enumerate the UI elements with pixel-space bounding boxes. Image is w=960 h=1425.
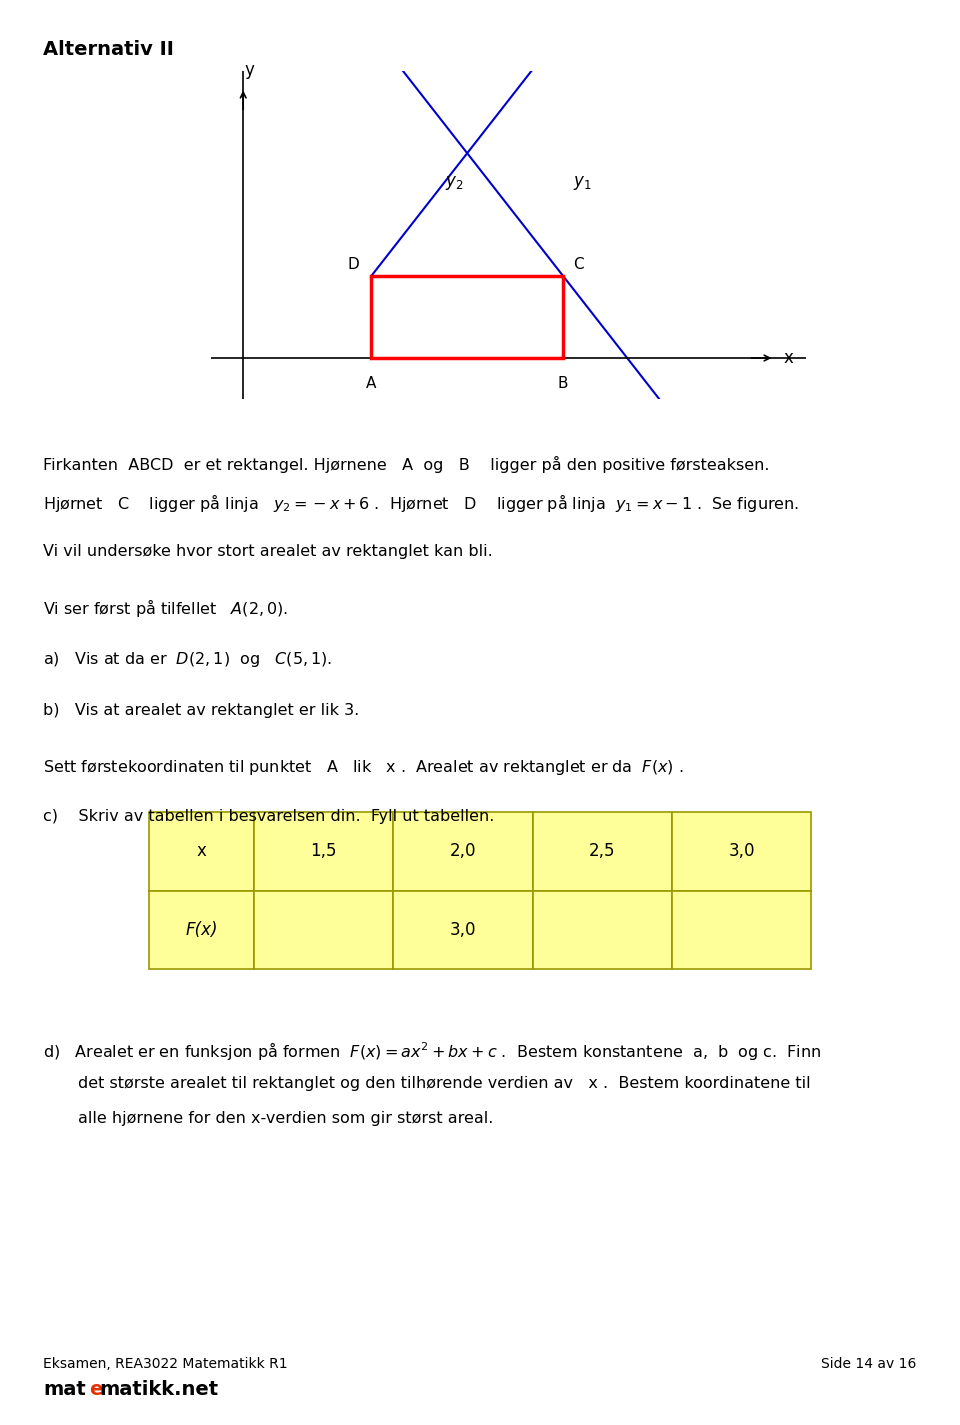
Text: Firkanten  ABCD  er et rektangel. Hjørnene   A  og   B    ligger på den positive: Firkanten ABCD er et rektangel. Hjørnene…: [43, 456, 770, 473]
Text: 3,0: 3,0: [729, 842, 755, 861]
Text: Sett førstekoordinaten til punktet   A   lik   x .  Arealet av rektanglet er da : Sett førstekoordinaten til punktet A lik…: [43, 758, 684, 777]
Text: $y_1$: $y_1$: [573, 174, 591, 192]
Bar: [394, 812, 533, 891]
Text: a)   Vis at da er  $D\left(2,1\right)$  og   $C\left(5,1\right)$.: a) Vis at da er $D\left(2,1\right)$ og $…: [43, 650, 332, 668]
Bar: [372, 276, 564, 358]
Text: matikk.net: matikk.net: [99, 1381, 218, 1399]
Text: 1,5: 1,5: [310, 842, 337, 861]
Bar: [149, 812, 254, 891]
Text: 3,0: 3,0: [450, 921, 476, 939]
Text: Eksamen, REA3022 Matematikk R1: Eksamen, REA3022 Matematikk R1: [43, 1357, 288, 1371]
Text: c)    Skriv av tabellen i besvarelsen din.  Fyll ut tabellen.: c) Skriv av tabellen i besvarelsen din. …: [43, 809, 494, 825]
Text: $y_2$: $y_2$: [445, 174, 464, 192]
Text: b)   Vis at arealet av rektanglet er lik 3.: b) Vis at arealet av rektanglet er lik 3…: [43, 703, 359, 718]
Bar: [254, 812, 394, 891]
Bar: [672, 891, 811, 969]
Text: alle hjørnene for den x-verdien som gir størst areal.: alle hjørnene for den x-verdien som gir …: [78, 1112, 493, 1127]
Text: e: e: [89, 1381, 103, 1399]
Text: A: A: [366, 376, 376, 390]
Text: Alternativ II: Alternativ II: [43, 40, 174, 58]
Text: D: D: [348, 256, 360, 272]
Bar: [394, 891, 533, 969]
Bar: [533, 812, 672, 891]
Text: x: x: [197, 842, 206, 861]
Text: y: y: [245, 61, 254, 80]
Text: x: x: [784, 349, 794, 368]
Text: Hjørnet   C    ligger på linja   $y_2 = -x + 6$ .  Hjørnet   D    ligger på linj: Hjørnet C ligger på linja $y_2 = -x + 6$…: [43, 492, 800, 513]
Text: 2,5: 2,5: [589, 842, 615, 861]
Text: Vi vil undersøke hvor stort arealet av rektanglet kan bli.: Vi vil undersøke hvor stort arealet av r…: [43, 544, 492, 560]
Bar: [149, 891, 254, 969]
Text: B: B: [558, 376, 568, 390]
Bar: [533, 891, 672, 969]
Text: det største arealet til rektanglet og den tilhørende verdien av   x .  Bestem ko: det største arealet til rektanglet og de…: [78, 1076, 810, 1092]
Text: Vi ser først på tilfellet   $A\left(2,0\right)$.: Vi ser først på tilfellet $A\left(2,0\ri…: [43, 597, 289, 618]
Text: F(x): F(x): [185, 921, 218, 939]
Bar: [672, 812, 811, 891]
Text: d)   Arealet er en funksjon på formen  $F(x) = ax^2 + bx + c$ .  Bestem konstant: d) Arealet er en funksjon på formen $F(x…: [43, 1040, 822, 1062]
Text: 2,0: 2,0: [450, 842, 476, 861]
Text: mat: mat: [43, 1381, 86, 1399]
Text: Side 14 av 16: Side 14 av 16: [822, 1357, 917, 1371]
Text: C: C: [573, 256, 584, 272]
Bar: [254, 891, 394, 969]
